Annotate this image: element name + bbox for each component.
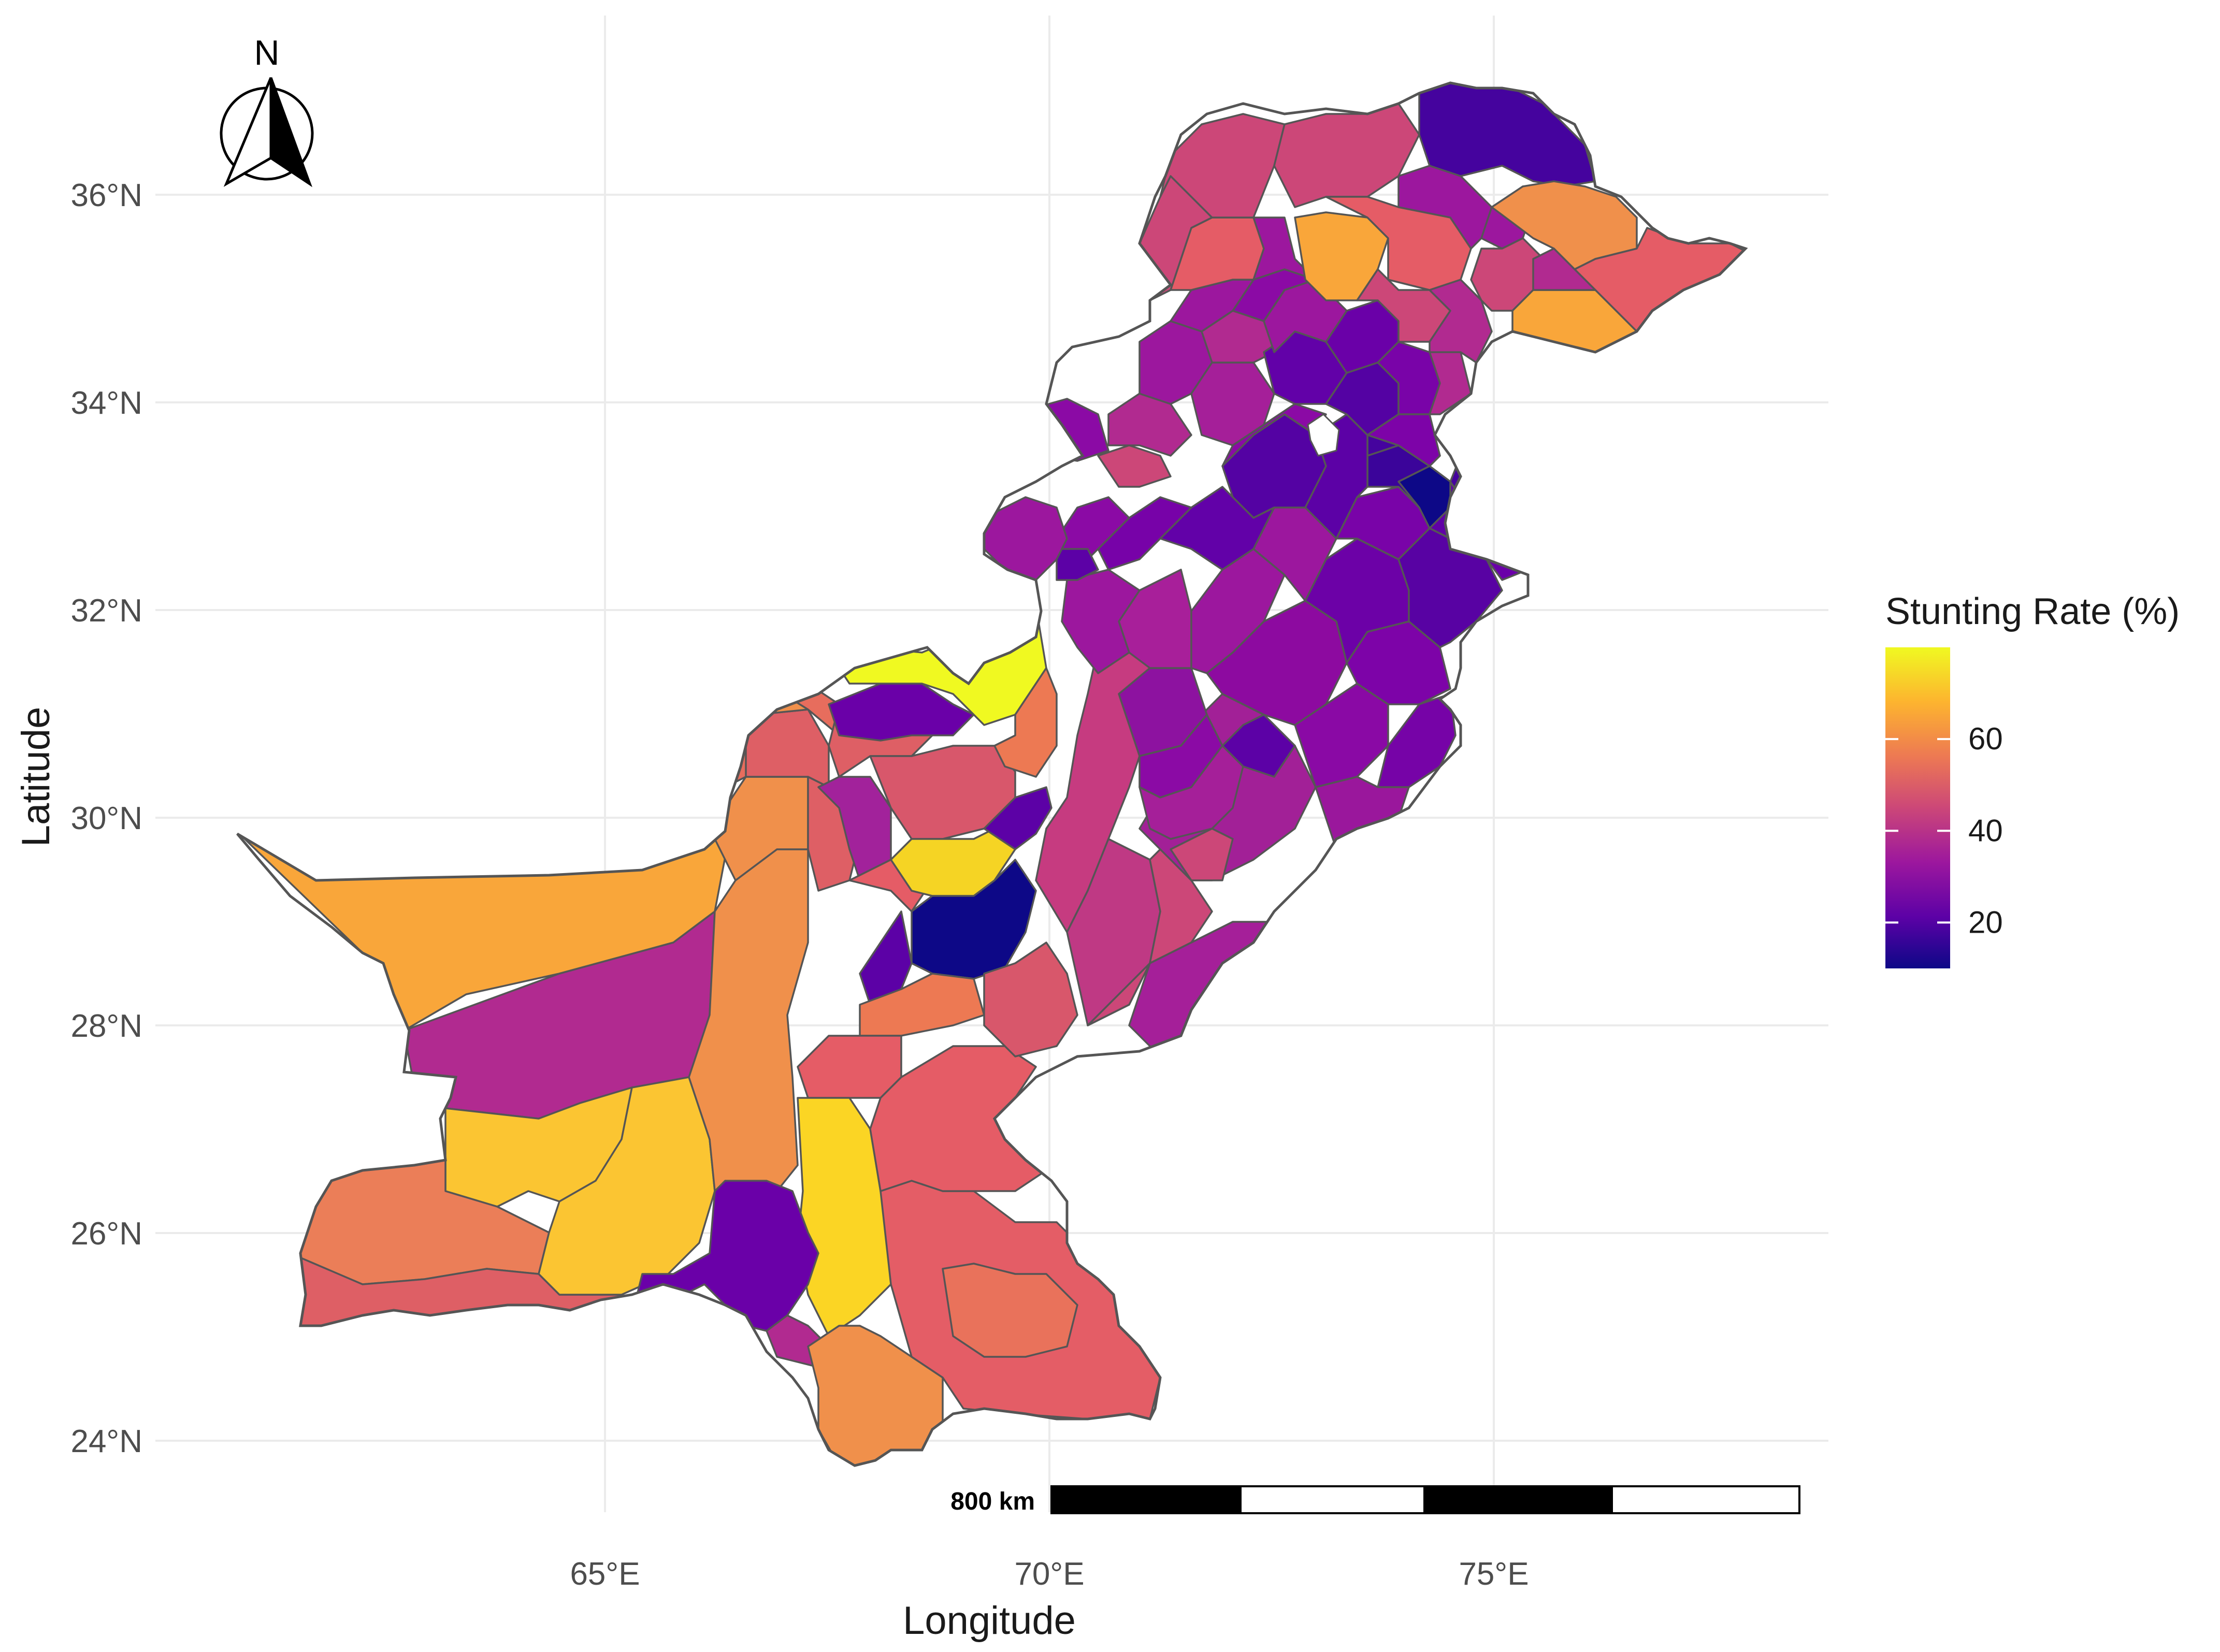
y-tick-label: 36°N (70, 178, 142, 213)
district-region (1532, 248, 1596, 291)
y-tick-label: 34°N (70, 385, 142, 421)
north-arrow-right-half (269, 77, 312, 187)
district-region (1056, 548, 1099, 581)
legend: Stunting Rate (%) 20 40 60 (1885, 591, 2180, 968)
district-region (1030, 398, 1109, 462)
legend-ticks: 20 40 60 (1885, 721, 2003, 939)
y-tick-label: 30°N (70, 801, 142, 836)
district-region (797, 1035, 902, 1099)
district-region (911, 859, 1037, 980)
y-tick-label: 26°N (70, 1216, 142, 1252)
scale-bar-segment (1611, 1485, 1800, 1514)
scale-bar-segment (1050, 1485, 1242, 1514)
legend-tick-label: 40 (1968, 813, 2003, 848)
y-tick-label: 24°N (70, 1424, 142, 1459)
district-region (1377, 693, 1457, 788)
district-region (1273, 103, 1420, 208)
scale-bar: 800 km (950, 1485, 1800, 1515)
district-region (1429, 279, 1493, 364)
x-tick-label: 70°E (1014, 1556, 1084, 1592)
district-region (983, 786, 1053, 850)
x-axis-title: Longitude (903, 1599, 1076, 1643)
north-arrow: N (220, 33, 314, 187)
district-region (1315, 776, 1410, 850)
district-region (993, 667, 1058, 778)
district-region (983, 496, 1068, 581)
district-region (1097, 496, 1192, 571)
district-region (1356, 268, 1451, 343)
district-region (1159, 486, 1275, 571)
district-region (1170, 828, 1234, 881)
x-tick-label: 65°E (570, 1556, 640, 1592)
district-region (1252, 216, 1317, 281)
district-region (1418, 83, 1596, 187)
scale-bar-segment (1239, 1485, 1425, 1514)
islamabad-hole (1307, 413, 1340, 457)
legend-title: Stunting Rate (%) (1885, 591, 2180, 632)
district-region (983, 941, 1078, 1057)
y-tick-label: 28°N (70, 1008, 142, 1044)
axis-tick-labels: 65°E 70°E 75°E 24°N 26°N 28°N 30°N 32°N 34°N 36°N (70, 178, 1529, 1592)
pakistan-district-map (237, 83, 1746, 1466)
district-region (1061, 569, 1141, 674)
x-tick-label: 75°E (1459, 1556, 1529, 1592)
district-region (740, 708, 830, 788)
district-region (942, 1263, 1078, 1358)
north-arrow-left-half (223, 77, 272, 187)
legend-colorbar (1885, 647, 1950, 968)
scale-bar-segment (1423, 1485, 1613, 1514)
legend-tick-label: 20 (1968, 905, 2003, 939)
district-region (869, 1045, 1047, 1192)
scale-bar-label: 800 km (950, 1488, 1035, 1515)
y-axis-title: Latitude (14, 707, 58, 847)
district-region (1138, 745, 1244, 840)
legend-tick-label: 60 (1968, 721, 2003, 756)
north-arrow-label: N (254, 33, 279, 73)
district-region (1491, 180, 1638, 270)
y-tick-label: 32°N (70, 593, 142, 629)
